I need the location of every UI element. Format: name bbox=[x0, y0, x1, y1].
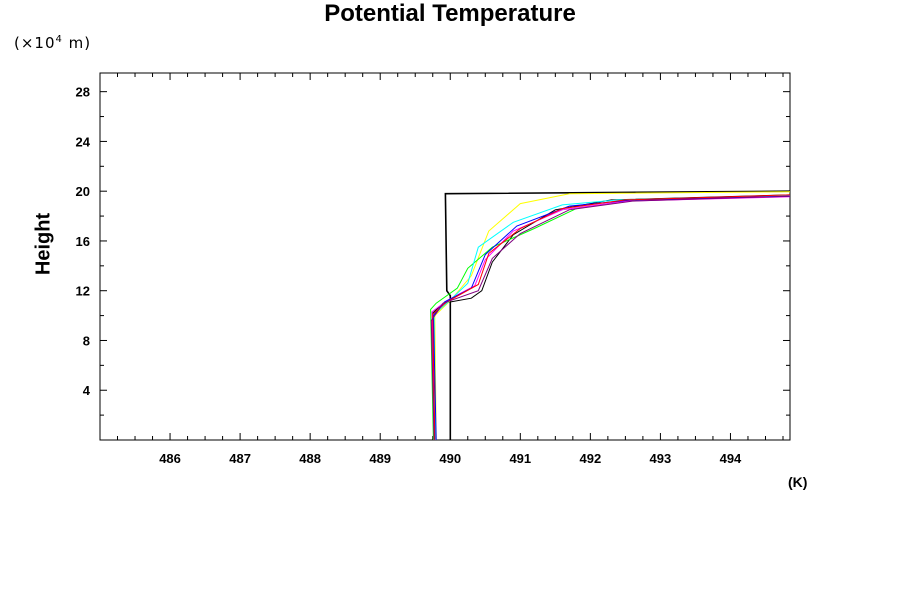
x-axis-unit-label: (K) bbox=[788, 474, 808, 490]
y-scale-note: (×104 m) bbox=[14, 34, 92, 52]
series-line-5 bbox=[431, 196, 791, 441]
series-line-1 bbox=[444, 190, 791, 440]
y-tick-label: 20 bbox=[76, 184, 90, 199]
x-tick-label: 493 bbox=[650, 451, 672, 466]
series-line-3 bbox=[434, 191, 791, 441]
series-line-9 bbox=[430, 195, 791, 441]
plot-frame bbox=[99, 72, 791, 441]
series-line-6 bbox=[433, 195, 791, 441]
y-tick-label: 4 bbox=[83, 383, 91, 398]
y-tick-label: 16 bbox=[76, 234, 90, 249]
y-tick-label: 8 bbox=[83, 333, 90, 348]
series-line-8 bbox=[432, 194, 791, 441]
x-tick-label: 489 bbox=[369, 451, 391, 466]
x-tick-label: 488 bbox=[299, 451, 321, 466]
y-tick-label: 24 bbox=[76, 134, 91, 149]
x-tick-label: 492 bbox=[580, 451, 602, 466]
y-tick-label: 12 bbox=[76, 284, 90, 299]
x-tick-label: 494 bbox=[720, 451, 742, 466]
series-line-7 bbox=[432, 195, 791, 441]
x-tick-label: 491 bbox=[509, 451, 531, 466]
series-line-4 bbox=[430, 195, 791, 441]
chart-title: Potential Temperature bbox=[324, 0, 576, 27]
x-tick-label: 487 bbox=[229, 451, 251, 466]
y-tick-label: 28 bbox=[76, 85, 90, 100]
x-tick-label: 486 bbox=[159, 451, 181, 466]
x-tick-label: 490 bbox=[439, 451, 461, 466]
series-line-2 bbox=[432, 194, 791, 441]
